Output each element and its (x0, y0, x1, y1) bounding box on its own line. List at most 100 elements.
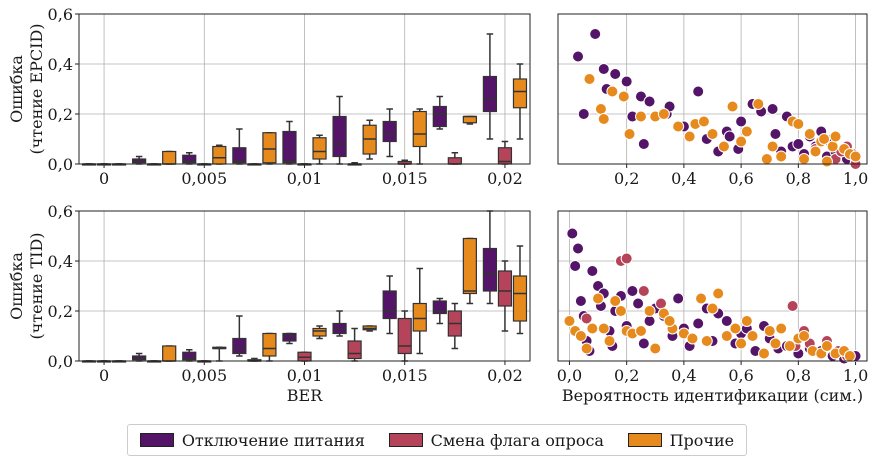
y-tick-label: 0,2 (48, 105, 73, 124)
y-tick-label: 0,0 (48, 352, 73, 371)
box-flag-change (447, 157, 462, 165)
scatter-point-power-off (766, 103, 779, 115)
box-power-off (382, 120, 397, 143)
scatter-point-other (683, 130, 696, 143)
y-tick-label: 0,4 (48, 55, 73, 74)
x-tick-label: 0,005 (181, 169, 227, 188)
scatter-point-other (706, 302, 719, 315)
x-tick-label: 0,02 (487, 366, 523, 385)
box-power-off (382, 290, 397, 320)
scatter-point-other (597, 322, 610, 335)
scatter-point-flag-change (786, 300, 799, 312)
scatter-point-other (643, 305, 656, 317)
x-tick-label: 0 (99, 169, 109, 188)
scatter-point-other (574, 330, 587, 342)
scatter-point-other (586, 322, 599, 335)
x-tick-label: 0,6 (728, 366, 753, 385)
box-power-off (482, 247, 498, 292)
scatter-point-other (735, 337, 748, 350)
y-axis-label-line1: Ошибка (7, 252, 26, 320)
scatter-point-power-off (572, 50, 585, 63)
legend-label-power-off: Отключение питания (181, 430, 365, 450)
scatter-point-power-off (769, 128, 782, 140)
x-tick-label: 0,0 (557, 366, 582, 385)
scatter-point-other (697, 115, 710, 128)
scatter-point-other (803, 128, 816, 140)
x-tick-label: 0,015 (382, 169, 428, 188)
scatter-point-other (843, 350, 856, 362)
scatter-point-other (726, 100, 739, 113)
legend-swatch-flag-change (388, 433, 423, 447)
box-other (412, 302, 427, 332)
x-tick-label: 0,015 (382, 366, 428, 385)
scatter-point-power-off (620, 75, 633, 88)
scatter-point-other (798, 330, 811, 342)
scatter-point-other (783, 340, 796, 352)
box-power-off (432, 105, 447, 128)
scatter-point-other (695, 292, 708, 305)
scatter-point-power-off (569, 260, 582, 272)
x-tick-label: 0,6 (728, 169, 753, 188)
y-tick-label: 0,6 (48, 5, 73, 24)
box-other (212, 145, 227, 165)
scatter-point-other (700, 335, 713, 347)
box-power-off (182, 351, 197, 361)
x-axis-label: BER (287, 386, 323, 405)
scatter-point-other (580, 342, 593, 355)
box-power-off (332, 115, 347, 158)
y-axis-label-line2: (чтение EPCID) (27, 23, 46, 154)
scatter-point-power-off (637, 138, 650, 150)
x-tick-label: 0,005 (181, 366, 227, 385)
legend-item-other: Прочие (627, 431, 734, 450)
x-tick-label: 0,4 (671, 169, 696, 188)
scatter-point-power-off (792, 138, 805, 150)
x-tick-label: 0 (99, 366, 109, 385)
box-other (262, 132, 277, 164)
scatter-point-power-off (723, 130, 736, 143)
scatter-point-power-off (574, 295, 587, 307)
box-power-off (232, 147, 247, 164)
scatter-point-other (706, 128, 719, 140)
scatter-point-other (603, 335, 616, 347)
scatter-point-other (617, 90, 630, 103)
legend-item-flag-change: Смена флага опроса (388, 431, 604, 450)
scatter-point-other (763, 325, 776, 337)
scatter-point-power-off (566, 227, 579, 240)
scatter-point-other (606, 85, 619, 98)
box-other (512, 275, 528, 322)
scatter-panel-epcid: 0,2 0,4 0,6 0,8 1,0 (557, 13, 868, 188)
scatter-point-other (775, 150, 788, 163)
panel-frame (557, 210, 868, 362)
scatter-point-power-off (637, 337, 650, 350)
x-tick-label: 0,02 (487, 169, 523, 188)
scatter-point-other (758, 347, 770, 360)
scatter-point-flag-change (655, 297, 667, 310)
scatter-point-power-off (597, 63, 610, 75)
box-other (412, 110, 427, 148)
scatter-point-other (720, 330, 733, 342)
x-tick-label: 1,0 (843, 169, 868, 188)
scatter-point-other (634, 110, 647, 123)
box-other (162, 150, 177, 165)
box-power-off (232, 337, 247, 355)
legend-item-power-off: Отключение питания (139, 430, 365, 450)
y-tick-label: 0,2 (48, 302, 73, 321)
scatter-point-power-off (643, 95, 656, 108)
scatter-point-other (657, 108, 670, 120)
box-flag-change (497, 270, 513, 307)
x-tick-label: 0,01 (287, 169, 323, 188)
box-panel-tid: 0,0 0,2 0,4 0,6 0 0,005 0,01 0,015 0,02 Ошибка (чт… (7, 202, 531, 405)
scatter-point-other (563, 315, 576, 327)
scatter-point-other (849, 150, 862, 163)
x-tick-label: 0,01 (287, 366, 323, 385)
box-other (312, 327, 327, 337)
scatter-point-other (663, 315, 676, 327)
scatter-point-power-off (643, 315, 656, 327)
scatter-point-power-off (626, 285, 639, 297)
scatter-point-power-off (632, 297, 645, 310)
scatter-point-power-off (735, 115, 748, 128)
scatter-point-other (769, 337, 782, 350)
scatter-point-other (740, 125, 753, 138)
x-tick-label: 0,4 (671, 366, 696, 385)
box-power-off (482, 75, 498, 113)
